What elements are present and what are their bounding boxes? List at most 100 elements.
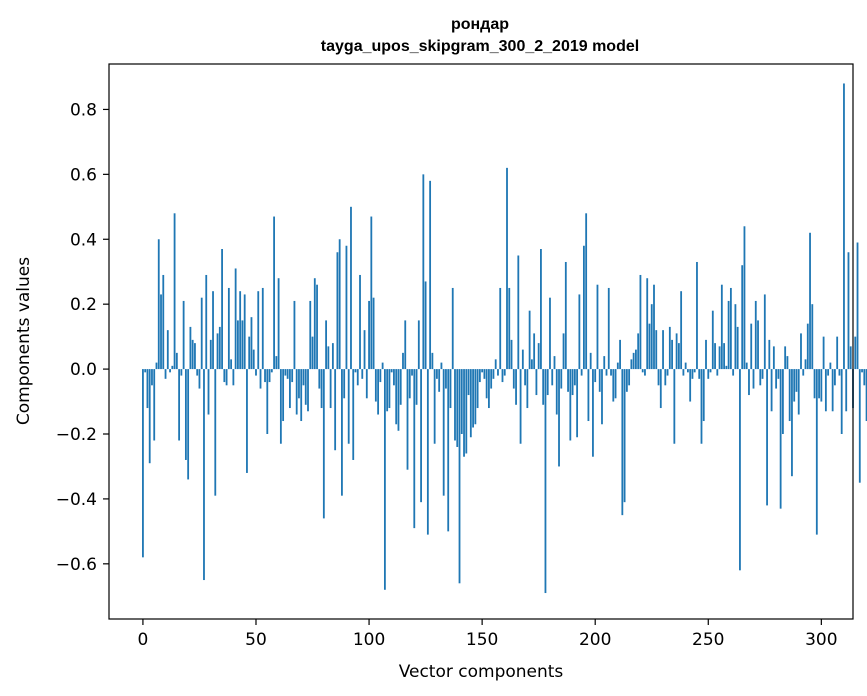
bar-81: [325, 320, 327, 370]
bar-239: [682, 369, 685, 376]
bar-215: [628, 369, 631, 386]
bar-116: [404, 320, 407, 370]
bar-37: [225, 369, 228, 386]
bar-210: [616, 362, 619, 370]
bar-98: [363, 330, 366, 370]
bar-178: [544, 369, 547, 594]
bar-23: [194, 343, 196, 370]
bar-306: [834, 369, 836, 386]
bar-196: [585, 213, 588, 370]
bar-115: [402, 352, 404, 370]
y-tick-label: −0.6: [56, 555, 97, 575]
bar-140: [458, 369, 461, 584]
bar-253: [714, 343, 716, 370]
bar-16: [178, 369, 181, 441]
x-tick-label: 100: [353, 630, 385, 650]
bar-254: [716, 369, 719, 376]
bar-175: [537, 343, 540, 370]
bar-235: [673, 369, 676, 444]
bar-205: [605, 369, 608, 376]
bar-10: [164, 369, 167, 379]
bar-290: [797, 369, 800, 415]
bar-247: [700, 369, 703, 444]
bar-294: [806, 323, 809, 370]
bar-303: [827, 369, 830, 376]
bar-224: [648, 323, 651, 370]
bar-250: [707, 369, 710, 379]
bar-278: [770, 369, 773, 412]
bar-110: [390, 369, 393, 373]
bar-76: [313, 278, 316, 370]
bar-194: [580, 369, 583, 376]
bar-97: [361, 369, 364, 379]
bar-319: [863, 369, 866, 386]
bar-177: [542, 369, 545, 405]
bar-302: [824, 369, 827, 412]
bar-257: [723, 343, 726, 370]
bar-133: [442, 369, 445, 496]
bar-187: [564, 261, 567, 370]
y-tick-label: 0.6: [70, 165, 97, 185]
bar-207: [610, 369, 612, 376]
bar-88: [341, 369, 343, 496]
bar-123: [420, 369, 422, 503]
bar-167: [519, 369, 522, 444]
bar-2: [146, 369, 149, 409]
bar-283: [781, 369, 784, 434]
plot-frame: [108, 63, 854, 620]
bar-147: [474, 369, 477, 425]
bar-201: [596, 284, 599, 370]
bar-107: [383, 369, 386, 590]
bar-109: [388, 369, 391, 409]
bar-118: [408, 369, 411, 399]
bar-233: [668, 326, 671, 370]
bar-243: [691, 369, 694, 379]
bar-65: [289, 369, 291, 409]
bar-200: [594, 369, 597, 383]
bar-49: [252, 349, 255, 370]
bar-320: [865, 369, 867, 422]
bar-94: [354, 369, 357, 373]
y-axis: −0.6 −0.4 −0.2 0.0 0.2 0.4 0.6 0.8: [56, 100, 109, 575]
bar-146: [472, 369, 474, 428]
bar-99: [365, 369, 368, 399]
bar-264: [739, 369, 741, 571]
bar-18: [182, 300, 185, 370]
bar-54: [264, 369, 266, 383]
bar-249: [705, 339, 707, 370]
bar-47: [248, 336, 251, 370]
bar-104: [377, 369, 380, 415]
bar-176: [540, 249, 542, 370]
bar-150: [481, 369, 484, 373]
bar-46: [246, 369, 248, 473]
bar-298: [815, 369, 818, 535]
bar-289: [795, 369, 798, 392]
bar-263: [736, 326, 739, 370]
bar-43: [239, 291, 242, 370]
bar-148: [476, 369, 479, 409]
bar-34: [218, 326, 221, 370]
bar-181: [551, 369, 554, 386]
bar-169: [524, 369, 526, 386]
bar-61: [279, 369, 282, 444]
bar-179: [546, 369, 549, 396]
bar-145: [469, 369, 472, 438]
bar-164: [512, 369, 515, 389]
bar-185: [560, 369, 563, 389]
bar-68: [295, 369, 298, 415]
bar-292: [802, 369, 805, 376]
bar-32: [214, 369, 217, 496]
bar-92: [350, 206, 352, 370]
bar-101: [370, 216, 373, 370]
bar-117: [406, 369, 409, 470]
bar-296: [811, 304, 814, 370]
bar-315: [854, 336, 857, 370]
bar-160: [503, 369, 506, 376]
bar-26: [200, 297, 203, 370]
bar-158: [499, 287, 502, 370]
bar-93: [352, 369, 355, 460]
bar-274: [761, 369, 764, 379]
bar-120: [413, 369, 416, 529]
bar-64: [286, 369, 289, 379]
bar-309: [840, 369, 843, 434]
